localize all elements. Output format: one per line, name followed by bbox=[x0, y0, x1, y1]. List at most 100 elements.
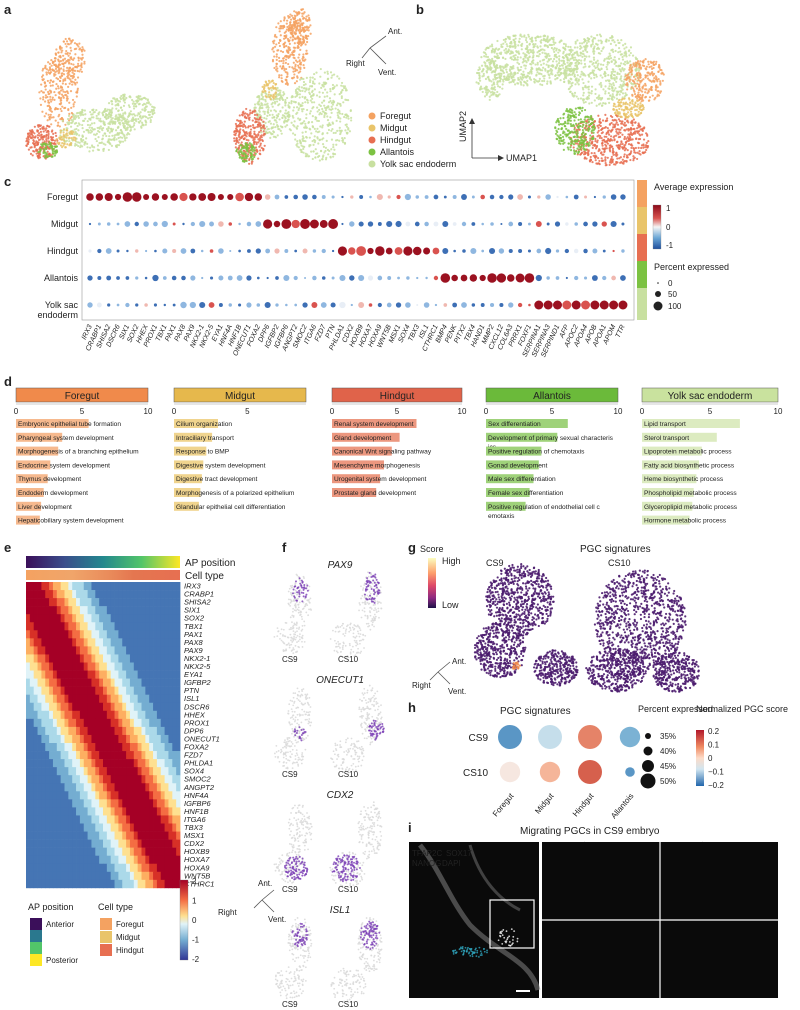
e-heat-cell bbox=[37, 839, 42, 848]
e-heat-cell bbox=[156, 759, 162, 768]
c-pct-tick-0: 0 bbox=[668, 279, 673, 288]
e-heat-cell bbox=[145, 879, 150, 889]
e-heat-cell bbox=[49, 654, 54, 663]
c-dot bbox=[200, 249, 204, 253]
e-heat-cell bbox=[79, 751, 85, 760]
e-heat-cell bbox=[149, 783, 154, 792]
e-heat-cell bbox=[26, 582, 31, 591]
e-heat-cell bbox=[68, 863, 73, 873]
e-heat-cell bbox=[99, 726, 104, 736]
e-heat-cell bbox=[52, 622, 58, 631]
e-heat-cell bbox=[156, 855, 162, 865]
e-heat-cell bbox=[172, 638, 177, 647]
c-dot bbox=[358, 221, 364, 227]
d-term-label: Development of primary sexual characteri… bbox=[488, 435, 614, 442]
e-heat-cell bbox=[45, 686, 50, 695]
e-heat-cell bbox=[114, 871, 119, 881]
c-dot bbox=[405, 221, 411, 227]
e-heat-cell bbox=[103, 823, 108, 832]
e-heat-cell bbox=[141, 678, 146, 687]
c-dot bbox=[255, 248, 261, 254]
e-heat-cell bbox=[176, 734, 181, 744]
g-axis-ant: Ant. bbox=[452, 657, 466, 666]
e-heat-cell bbox=[145, 743, 150, 752]
e-heat-cell bbox=[126, 582, 131, 591]
e-heat-cell bbox=[79, 654, 85, 663]
e-heat-cell bbox=[126, 702, 131, 712]
d-axis-tick: 0 bbox=[640, 407, 645, 416]
e-heat-cell bbox=[110, 759, 115, 768]
c-dot bbox=[285, 303, 288, 307]
c-dot bbox=[106, 275, 112, 281]
e-heat-cell bbox=[49, 702, 54, 712]
e-heat-cell bbox=[72, 847, 77, 856]
e-heat-cell bbox=[114, 791, 119, 800]
e-heat-cell bbox=[56, 582, 62, 591]
e-legends: AP position Anterior Posterior Cell type… bbox=[28, 877, 200, 966]
e-heat-cell bbox=[103, 686, 108, 695]
c-dot bbox=[602, 249, 606, 253]
h-col-label-2: Hindgut bbox=[571, 791, 596, 819]
e-heat-cell bbox=[164, 678, 169, 687]
a-legend-swatch-3 bbox=[368, 148, 376, 156]
e-heat-cell bbox=[145, 751, 150, 760]
e-heat-cell bbox=[118, 590, 123, 599]
e-heat-cell bbox=[168, 638, 173, 647]
e-heat-cell bbox=[118, 678, 123, 687]
e-heat-cell bbox=[33, 831, 38, 840]
e-heat-cell bbox=[29, 863, 35, 873]
c-dot bbox=[218, 221, 224, 227]
c-dot bbox=[152, 274, 159, 282]
e-heat-cell bbox=[83, 807, 88, 816]
c-dot bbox=[135, 249, 139, 253]
e-heat-cell bbox=[41, 654, 46, 663]
c-dot bbox=[416, 276, 419, 280]
e-heat-cell bbox=[56, 879, 62, 889]
e-heat-cell bbox=[60, 767, 65, 776]
e-heat-cell bbox=[126, 622, 131, 631]
c-dot bbox=[377, 222, 382, 226]
e-heat-cell bbox=[76, 702, 81, 712]
e-heat-cell bbox=[99, 630, 104, 639]
e-heat-cell bbox=[176, 654, 181, 663]
e-heat-cell bbox=[168, 614, 173, 623]
d-term-label: Pharyngeal system development bbox=[18, 435, 114, 442]
e-heat-cell bbox=[110, 815, 115, 824]
e-heat-cell bbox=[149, 670, 154, 679]
e-heat-cell bbox=[153, 879, 158, 889]
c-dot bbox=[461, 221, 467, 227]
e-heat-cell bbox=[95, 678, 100, 687]
e-heat-cell bbox=[91, 686, 96, 695]
e-heat-cell bbox=[168, 799, 173, 808]
e-gene-label: HOXA7 bbox=[184, 855, 210, 864]
e-heat-cell bbox=[56, 646, 62, 655]
e-heat-cell bbox=[56, 815, 62, 824]
e-heat-cell bbox=[122, 670, 127, 679]
e-heat-cell bbox=[156, 718, 162, 728]
e-heat-cell bbox=[41, 759, 46, 768]
e-heat-cell bbox=[49, 590, 54, 599]
e-heat-cell bbox=[29, 590, 35, 599]
e-heat-cell bbox=[168, 879, 173, 889]
e-heat-cell bbox=[118, 702, 123, 712]
e-heat-cell bbox=[133, 855, 139, 865]
e-gene-label: ISL1 bbox=[184, 694, 199, 703]
e-heat-cell bbox=[33, 743, 38, 752]
h-pct-tick-1: 40% bbox=[660, 747, 676, 756]
e-heat-cell bbox=[137, 734, 142, 744]
c-dot bbox=[358, 274, 365, 282]
e-heat-cell bbox=[141, 743, 146, 752]
e-heat-cell bbox=[64, 582, 69, 591]
e-heat-cell bbox=[45, 847, 50, 856]
e-heat-cell bbox=[118, 734, 123, 744]
e-heat-cell bbox=[95, 582, 100, 591]
e-heat-cell bbox=[76, 638, 81, 647]
e-heat-cell bbox=[141, 791, 146, 800]
e-heat-cell bbox=[64, 783, 69, 792]
e-heat-cell bbox=[37, 622, 42, 631]
e-heat-cell bbox=[45, 775, 50, 784]
c-dot bbox=[124, 221, 131, 227]
e-heat-cell bbox=[106, 767, 112, 776]
e-heat-cell bbox=[64, 686, 69, 695]
c-dot bbox=[434, 303, 438, 307]
